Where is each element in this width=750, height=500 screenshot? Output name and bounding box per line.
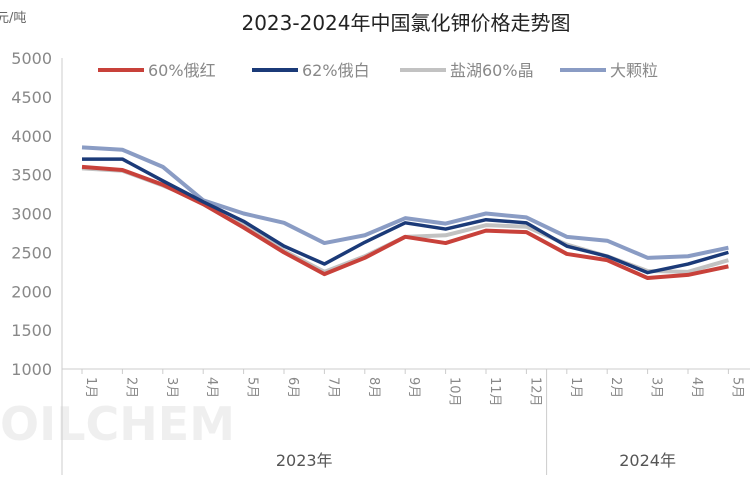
x-tick-label: 5月 bbox=[729, 377, 744, 398]
watermark: OILCHEM bbox=[0, 397, 235, 451]
y-tick-label: 1500 bbox=[11, 321, 52, 340]
x-tick-label: 2月 bbox=[123, 377, 138, 398]
y-tick-label: 2000 bbox=[11, 282, 52, 301]
y-tick-label: 1000 bbox=[11, 360, 52, 379]
x-tick-label: 3月 bbox=[164, 377, 179, 398]
legend-label: 60%俄红 bbox=[148, 61, 216, 80]
chart-title: 2023-2024年中国氯化钾价格走势图 bbox=[241, 11, 570, 35]
series-line-0 bbox=[81, 164, 729, 281]
y-tick-label: 3500 bbox=[11, 166, 52, 185]
legend-label: 盐湖60%晶 bbox=[450, 61, 534, 80]
x-tick-label: 4月 bbox=[689, 377, 704, 398]
y-axis-label: 元/吨 bbox=[0, 11, 26, 26]
y-tick-label: 4000 bbox=[11, 127, 52, 146]
x-group-label: 2023年 bbox=[276, 451, 333, 470]
series-line-1 bbox=[82, 157, 729, 275]
x-tick-label: 6月 bbox=[285, 377, 300, 398]
x-tick-label: 3月 bbox=[649, 377, 664, 398]
x-tick-label: 12月 bbox=[527, 377, 542, 407]
x-tick-label: 10月 bbox=[447, 377, 462, 407]
x-tick-label: 2月 bbox=[608, 377, 623, 398]
legend-label: 62%俄白 bbox=[302, 61, 370, 80]
x-tick-label: 5月 bbox=[245, 377, 260, 398]
y-tick-label: 5000 bbox=[11, 49, 52, 68]
y-tick-label: 4500 bbox=[11, 88, 52, 107]
x-tick-label: 1月 bbox=[568, 377, 583, 398]
x-tick-label: 4月 bbox=[204, 377, 219, 398]
y-tick-label: 2500 bbox=[11, 243, 52, 262]
x-tick-label: 1月 bbox=[83, 377, 98, 398]
x-tick-label: 11月 bbox=[487, 377, 502, 407]
x-group-label: 2024年 bbox=[619, 451, 676, 470]
series-line-3 bbox=[81, 145, 729, 260]
y-tick-label: 3000 bbox=[11, 205, 52, 224]
x-tick-label: 7月 bbox=[325, 377, 340, 398]
x-tick-label: 8月 bbox=[366, 377, 381, 398]
x-tick-label: 9月 bbox=[406, 377, 421, 398]
legend-label: 大颗粒 bbox=[610, 61, 658, 80]
